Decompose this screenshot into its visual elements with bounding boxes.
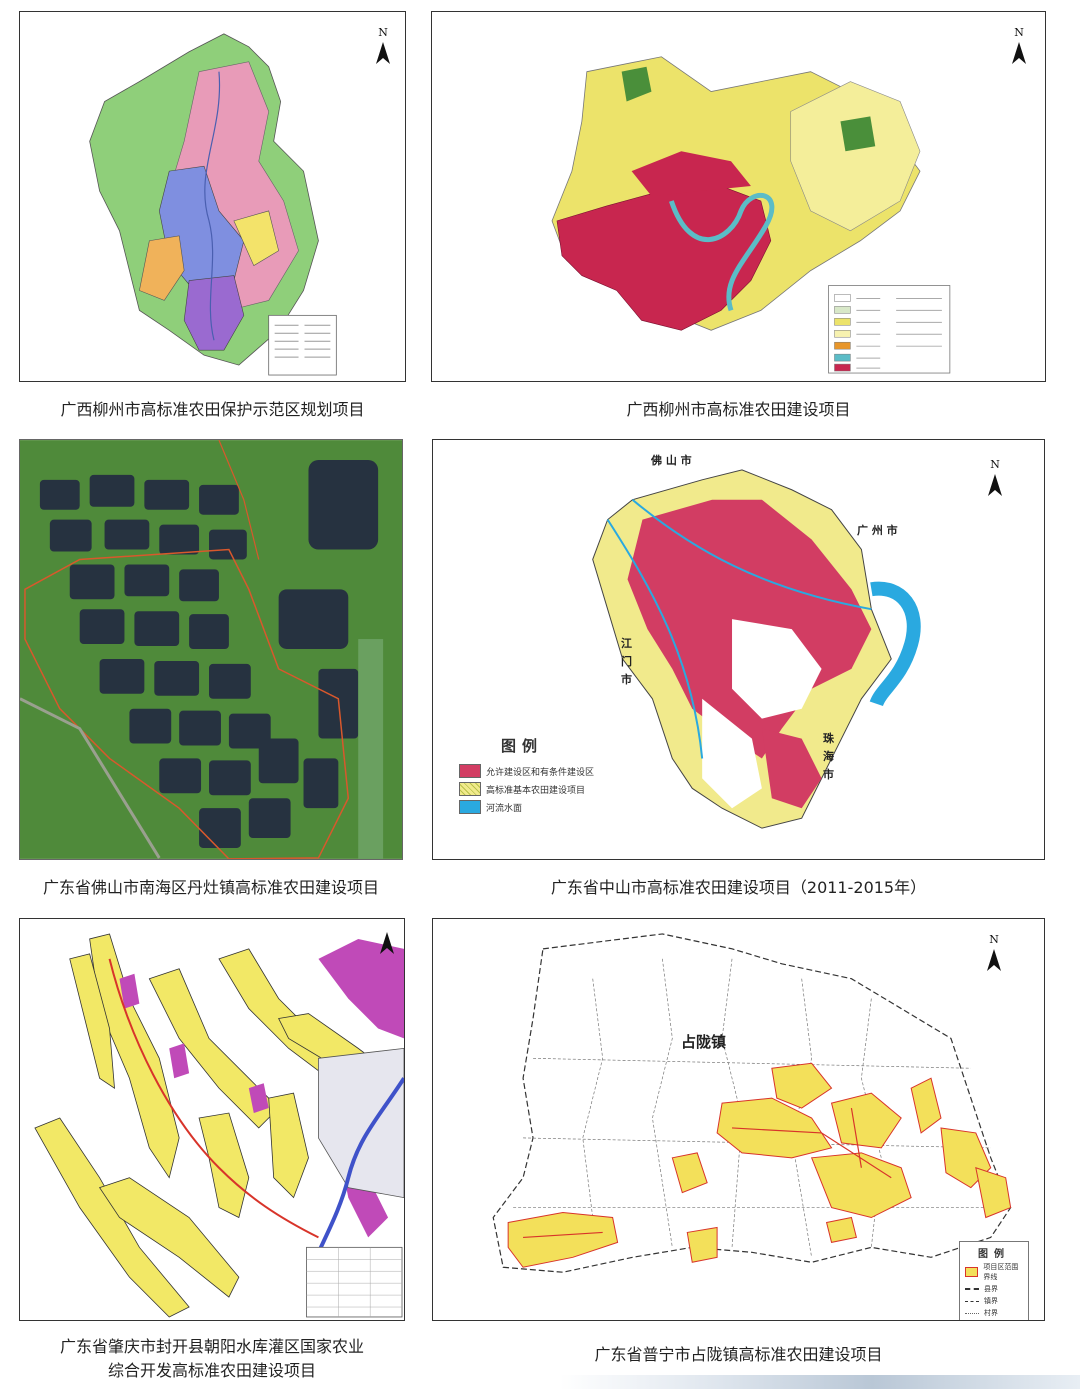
caption-liuzhou-plan: 广西柳州市高标准农田保护示范区规划项目 (60, 400, 365, 419)
town-label: 占陇镇 (681, 1033, 727, 1051)
map-panel-zhongshan: 佛 山 市 广 州 市 江 门 市 珠 海 市 N 图例 允许建设区和有条件建设… (432, 439, 1045, 860)
map-panel-fengkai (19, 918, 405, 1321)
legend-label: 高标准基本农田建设项目 (486, 785, 586, 796)
map-region-yellow (233, 210, 279, 267)
liuzhou-build-map (551, 56, 951, 374)
legend-label: 镇界 (984, 1297, 998, 1305)
legend-swatch (459, 782, 481, 796)
north-label: N (990, 458, 1000, 471)
legend-item: 河流水面 (459, 800, 609, 814)
legend-swatch (965, 1300, 979, 1302)
project-boundary-north (218, 440, 260, 560)
map-region-orange (139, 235, 185, 301)
map-panel-liuzhou-build: N (431, 11, 1046, 382)
project-boundary (24, 548, 350, 859)
label-guangzhou: 广 州 市 (857, 524, 898, 537)
caption-fengkai-line2: 综合开发高标准农田建设项目 (107, 1361, 316, 1380)
urban-area (318, 1047, 404, 1198)
legend-swatch (965, 1312, 979, 1314)
map-region-white (702, 619, 822, 809)
legend-swatch (459, 764, 481, 778)
label-jiangmen: 江 门 市 (621, 637, 632, 686)
legend-item: 高标准基本农田建设项目 (459, 782, 609, 796)
legend-item: 镇界 (965, 1296, 1023, 1306)
zhanlong-map (492, 933, 1012, 1273)
caption-fengkai-line1: 广东省肇庆市封开县朝阳水库灌区国家农业 (59, 1337, 364, 1356)
legend-swatch (965, 1288, 979, 1290)
legend-item: 县界 (965, 1284, 1023, 1294)
legend-label: 允许建设区和有条件建设区 (486, 767, 595, 778)
caption-zhongshan: 广东省中山市高标准农田建设项目（2011-2015年） (550, 878, 927, 897)
map-region-green (621, 66, 876, 152)
legend-swatch (459, 800, 481, 814)
north-arrow-icon: N (979, 933, 1009, 975)
legend-label: 项目区范围界线 (983, 1263, 1019, 1281)
map-panel-liuzhou-plan: N (19, 11, 406, 382)
internal-roads (523, 1107, 892, 1239)
caption-danzao: 广东省佛山市南海区丹灶镇高标准农田建设项目 (42, 878, 379, 897)
legend-label: 村界 (984, 1309, 998, 1317)
north-label: N (378, 26, 388, 39)
map-legend: 图例 允许建设区和有条件建设区 高标准基本农田建设项目 河流水面 (459, 735, 609, 818)
map-region-red-south (761, 728, 822, 809)
north-arrow-icon: N (980, 458, 1010, 500)
decorative-bottom-strip (560, 1375, 1080, 1389)
legend-item: 村界 (965, 1308, 1023, 1318)
map-legend-box (268, 314, 337, 376)
map-region-yellow-east (790, 81, 921, 232)
north-label: N (1014, 26, 1024, 39)
map-legend-grid (306, 1247, 403, 1317)
map-region-red-north (631, 151, 751, 197)
map-river (669, 193, 775, 312)
project-area-polygons (507, 1062, 1012, 1268)
map-panel-zhanlong: 占陇镇 N 图例 项目区范围界线 县界 镇界 村界 (432, 918, 1045, 1321)
caption-zhanlong: 广东省普宁市占陇镇高标准农田建设项目 (594, 1345, 883, 1364)
map-river (869, 581, 921, 707)
map-legend-lines (274, 324, 331, 358)
map-legend-swatches (834, 294, 851, 372)
legend-swatch (965, 1267, 979, 1277)
danzao-satellite-image (20, 440, 402, 859)
map-river (204, 71, 221, 341)
north-label: N (989, 933, 999, 946)
map-legend-box (306, 1246, 403, 1318)
north-arrow-icon: N (368, 26, 398, 68)
legend-title: 图例 (501, 737, 544, 755)
liuzhou-plan-map (89, 33, 337, 376)
caption-liuzhou-build: 广西柳州市高标准农田建设项目 (626, 400, 851, 419)
legend-label: 河流水面 (486, 803, 523, 814)
legend-title: 图例 (978, 1249, 1010, 1260)
fengkai-map (34, 933, 404, 1318)
main-road (108, 958, 319, 1239)
map-region-purple (183, 275, 245, 351)
legend-label: 县界 (984, 1285, 998, 1293)
map-legend: 图例 项目区范围界线 县界 镇界 村界 (959, 1241, 1029, 1320)
road-diagonal (20, 697, 161, 859)
map-canal (606, 498, 872, 759)
zhongshan-map (592, 469, 921, 829)
label-foshan: 佛 山 市 (651, 454, 692, 467)
label-zhuhai: 珠 海 市 (823, 732, 834, 781)
map-legend-lines (856, 297, 942, 369)
north-arrow-icon: N (1004, 26, 1034, 68)
river-channel (358, 639, 384, 859)
fishpond-grid (39, 459, 379, 848)
north-arrow-icon (372, 929, 402, 971)
legend-item: 允许建设区和有条件建设区 (459, 764, 609, 778)
map-panel-danzao-satellite (19, 439, 403, 860)
legend-item: 项目区范围界线 (965, 1262, 1023, 1282)
